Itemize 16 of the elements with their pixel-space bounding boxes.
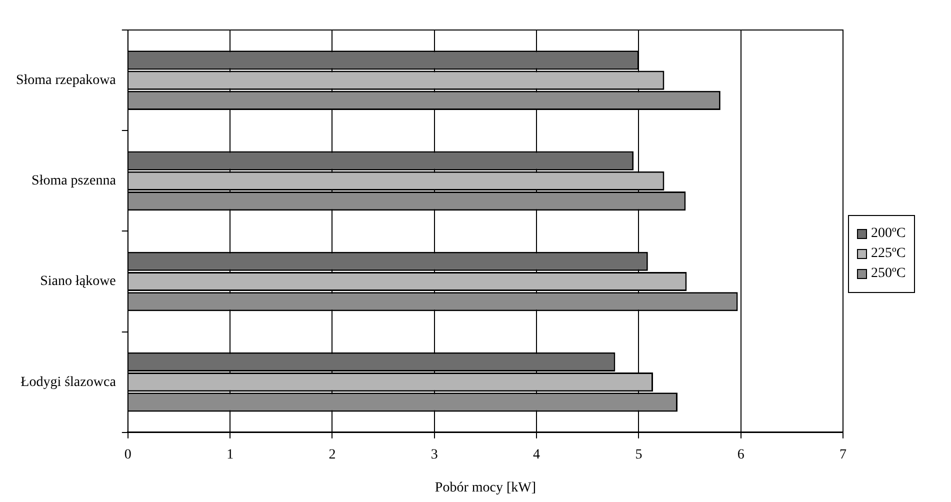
x-tick-label: 2 bbox=[328, 447, 336, 462]
legend-label: 200ºC bbox=[871, 226, 906, 242]
x-tick-label: 0 bbox=[124, 447, 132, 462]
x-tick-label: 4 bbox=[533, 447, 540, 462]
y-tick-label: Słoma pszenna bbox=[32, 174, 117, 189]
y-tick-label: Siano łąkowe bbox=[40, 274, 116, 290]
y-tick-label: Łodygi ślazowca bbox=[20, 374, 117, 390]
x-axis-title: Pobór mocy [kW] bbox=[434, 480, 536, 496]
x-tick-label: 5 bbox=[635, 447, 642, 462]
x-tick-label: 3 bbox=[430, 447, 438, 462]
x-tick-label: 7 bbox=[840, 447, 846, 462]
x-tick-label: 1 bbox=[226, 447, 234, 462]
legend-label: 225ºC bbox=[871, 246, 906, 262]
legend-label: 250ºC bbox=[871, 266, 906, 282]
y-tick-label: Słoma rzepakowa bbox=[16, 72, 117, 88]
x-tick-label: 6 bbox=[737, 447, 744, 462]
